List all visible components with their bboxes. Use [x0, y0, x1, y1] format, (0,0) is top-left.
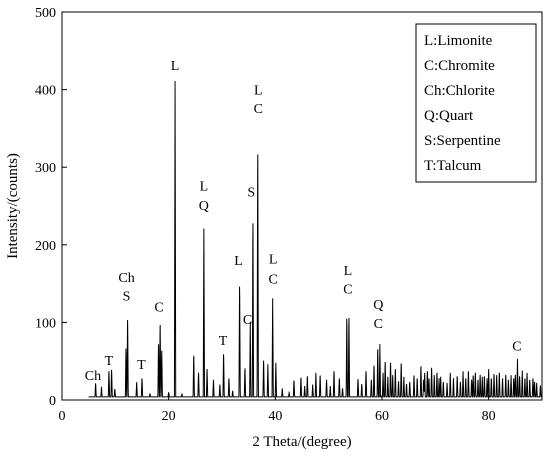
- y-ticks: 0 100 200 300 400 500: [35, 6, 67, 409]
- plot-area-frame: [61, 11, 543, 401]
- x-ticks: 0 20 40 60 80: [59, 395, 496, 424]
- peak-annotation: S: [247, 186, 255, 201]
- y-tick-label: 100: [35, 316, 56, 331]
- peak-annotation: L: [344, 264, 353, 279]
- y-tick-label: 400: [35, 84, 56, 99]
- peak-annotation: Q: [373, 298, 383, 313]
- peak-annotation: C: [269, 273, 278, 288]
- y-axis-title: Intensity/(counts): [5, 153, 21, 259]
- peak-annotation: L: [171, 59, 180, 74]
- legend-box: [415, 23, 537, 183]
- series-layer: [88, 81, 542, 398]
- peak-annotation: L: [254, 83, 263, 98]
- y-tick-label: 300: [35, 161, 56, 176]
- peak-annotation: Ch: [118, 271, 134, 286]
- x-tick-label: 40: [268, 409, 282, 424]
- legend-entry-serpentine: S:Serpentine: [424, 133, 501, 149]
- peak-annotation: C: [243, 313, 252, 328]
- x-tick-label: 60: [375, 409, 389, 424]
- peak-annotation: L: [200, 179, 209, 194]
- peak-annotation: L: [269, 252, 278, 267]
- legend-entry-chromite: C:Chromite: [424, 58, 495, 74]
- x-tick-label: 20: [162, 409, 176, 424]
- x-tick-label: 0: [59, 409, 66, 424]
- y-tick-label: 0: [49, 394, 56, 409]
- peak-annotation: C: [254, 102, 263, 117]
- legend: L:Limonite C:Chromite Ch:Chlorite Q:Quar…: [415, 23, 537, 183]
- peak-annotation: Ch: [85, 369, 101, 384]
- peak-annotation: C: [512, 339, 521, 354]
- peak-annotation: L: [234, 254, 243, 269]
- peak-annotation: C: [343, 283, 352, 298]
- peak-annotation: S: [123, 290, 131, 305]
- xrd-pattern-line: [88, 81, 542, 398]
- y-tick-label: 500: [35, 6, 56, 21]
- legend-entry-quart: Q:Quart: [424, 108, 474, 124]
- y-tick-label: 200: [35, 239, 56, 254]
- peak-annotation: C: [374, 317, 383, 332]
- legend-entry-talcum: T:Talcum: [424, 158, 482, 174]
- peak-annotation: C: [154, 301, 163, 316]
- legend-entry-chlorite: Ch:Chlorite: [424, 83, 495, 99]
- x-axis-title: 2 Theta/(degree): [252, 434, 351, 450]
- peak-annotation: T: [219, 334, 228, 349]
- peak-annotation: Q: [199, 199, 209, 214]
- x-tick-label: 80: [482, 409, 496, 424]
- peak-annotation: T: [137, 358, 146, 373]
- legend-entry-limonite: L:Limonite: [424, 33, 493, 49]
- peak-annotation: T: [105, 354, 114, 369]
